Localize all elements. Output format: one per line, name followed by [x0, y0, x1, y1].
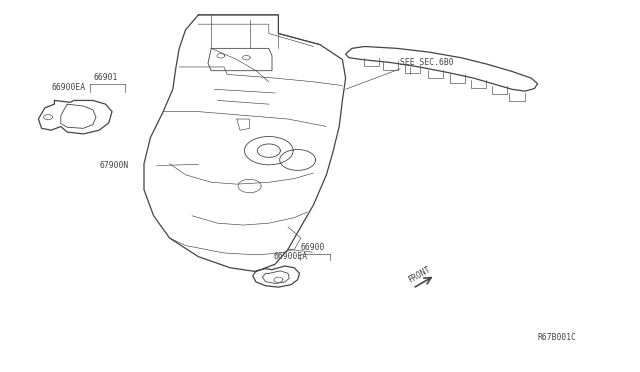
Text: FRONT: FRONT	[406, 264, 432, 285]
Text: 66901: 66901	[93, 73, 118, 82]
Text: 66900: 66900	[300, 243, 324, 252]
Text: 66900EA: 66900EA	[274, 252, 308, 261]
Text: SEE SEC.6B0: SEE SEC.6B0	[400, 58, 454, 67]
Text: 66900EA: 66900EA	[51, 83, 85, 92]
Text: 67900N: 67900N	[99, 161, 129, 170]
Text: R67B001C: R67B001C	[538, 333, 576, 342]
